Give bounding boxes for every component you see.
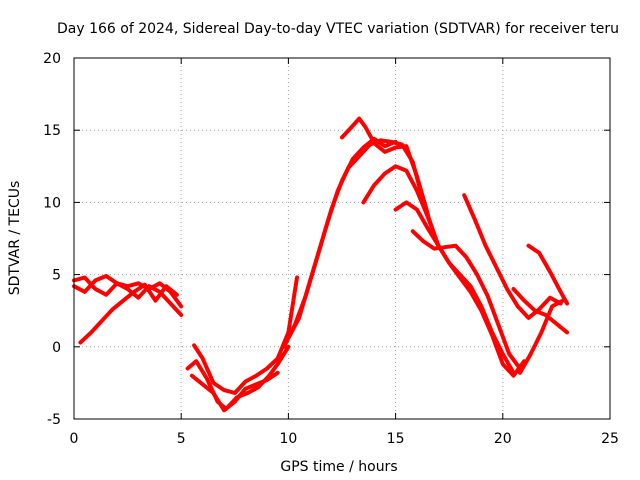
y-tick-label: -5 — [47, 412, 61, 428]
y-axis-label: SDTVAR / TECUs — [7, 181, 23, 296]
tick-labels: 0 5 10 15 20 25 -5 0 5 10 15 20 — [43, 51, 619, 447]
x-axis-label: GPS time / hours — [280, 459, 397, 475]
series-track-16 — [518, 298, 565, 375]
series-track-5 — [192, 275, 299, 395]
series-track-15 — [511, 287, 570, 335]
x-tick-label: 5 — [177, 431, 186, 447]
series-track-11 — [393, 200, 516, 375]
series-track-8 — [340, 116, 430, 216]
chart-title: Day 166 of 2024, Sidereal Day-to-day VTE… — [57, 21, 619, 37]
axis-ticks — [73, 57, 611, 420]
series-track-2 — [72, 274, 184, 309]
x-tick-label: 25 — [601, 431, 619, 447]
series-track-14 — [526, 243, 570, 306]
x-tick-label: 0 — [70, 431, 79, 447]
plot-frame — [73, 57, 611, 420]
grid-lines — [74, 58, 610, 419]
series-track-3 — [78, 282, 179, 345]
y-tick-label: 0 — [52, 340, 61, 356]
series-track-9 — [286, 136, 398, 341]
x-tick-label: 10 — [279, 431, 297, 447]
y-tick-label: 20 — [43, 51, 61, 67]
data-series — [72, 116, 570, 413]
x-tick-label: 20 — [494, 431, 512, 447]
series-track-12 — [410, 229, 522, 371]
y-tick-label: 5 — [52, 268, 61, 284]
series-track-7 — [282, 138, 437, 349]
y-tick-label: 15 — [43, 123, 61, 139]
x-tick-label: 15 — [387, 431, 405, 447]
series-track-13 — [462, 193, 563, 320]
series-track-6 — [189, 370, 280, 413]
y-tick-label: 10 — [43, 195, 61, 211]
